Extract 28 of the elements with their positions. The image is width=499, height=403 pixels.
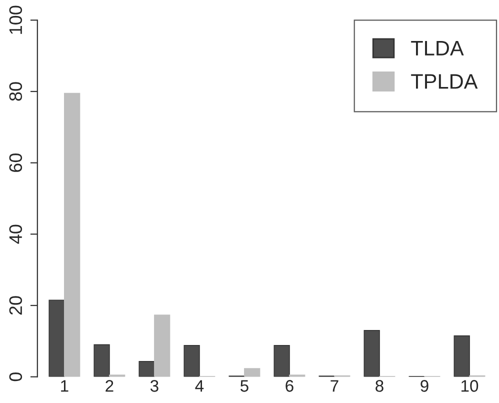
bar: [274, 345, 290, 377]
bar: [64, 92, 80, 377]
y-tick-label: 20: [9, 296, 22, 315]
bar: [138, 361, 155, 377]
x-tick-label: 2: [106, 380, 114, 392]
x-tick-label: 9: [420, 380, 428, 392]
bar: [154, 314, 170, 377]
x-tick-label: 8: [376, 380, 384, 392]
legend-label: TLDA: [411, 41, 464, 56]
bar: [184, 345, 200, 377]
x-tick-label: 7: [330, 380, 338, 392]
bar: [244, 368, 260, 377]
y-tick-label: 0: [9, 372, 22, 382]
x-tick-label: 6: [286, 380, 294, 392]
x-tick-label: 1: [61, 380, 68, 392]
x-tick-label: 4: [195, 380, 204, 392]
x-tick-label: 5: [240, 380, 248, 392]
y-tick-label: 100: [9, 6, 22, 34]
x-tick-label: 10: [462, 380, 478, 392]
x-tick-label: 3: [150, 380, 158, 392]
legend-label: TPLDA: [411, 74, 478, 89]
bar: [48, 300, 65, 377]
y-tick-label: 60: [9, 153, 22, 172]
y-tick-label: 40: [9, 224, 22, 244]
bar: [94, 344, 110, 377]
y-tick-label: 80: [9, 82, 22, 101]
bar: [364, 330, 380, 377]
bar: [454, 335, 470, 377]
